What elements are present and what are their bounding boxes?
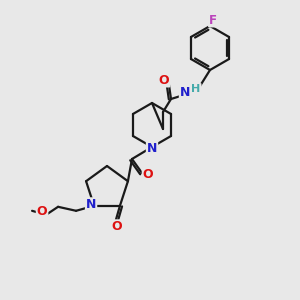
Text: O: O [112,220,122,233]
Text: N: N [180,86,190,100]
Text: H: H [191,84,201,94]
Text: O: O [143,169,153,182]
Text: N: N [86,198,96,211]
Text: O: O [159,74,169,86]
Text: F: F [209,14,217,26]
Text: O: O [37,205,47,218]
Text: N: N [147,142,157,155]
